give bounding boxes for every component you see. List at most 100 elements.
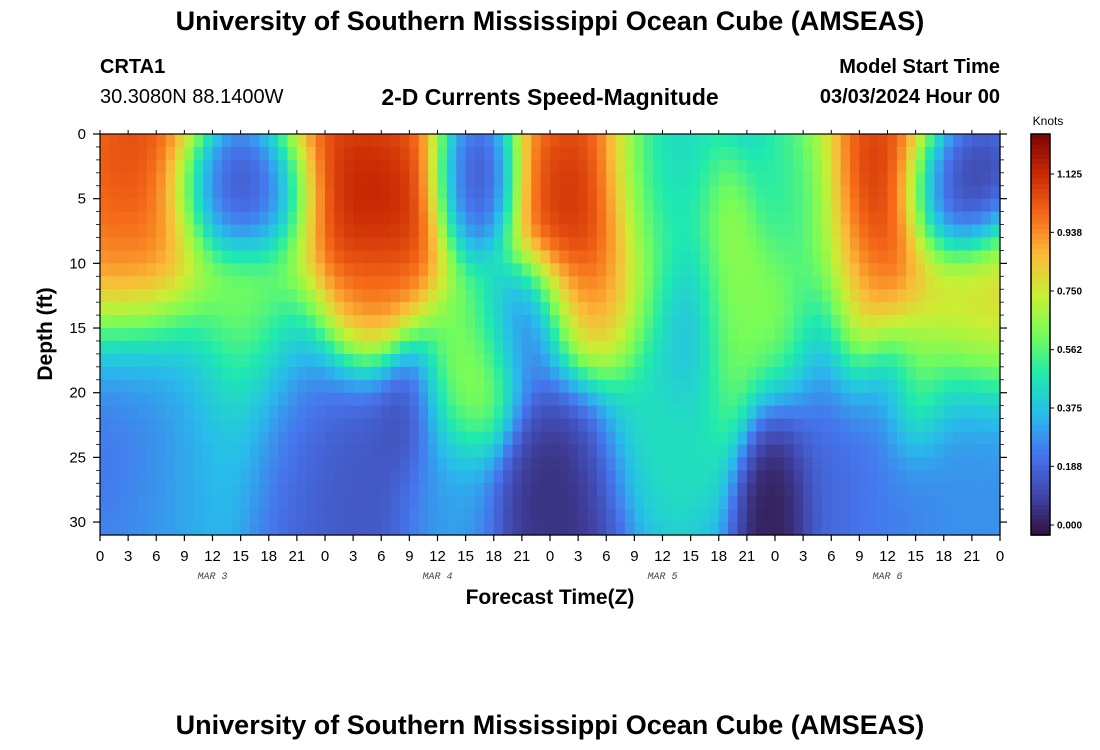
heatmap-cell <box>718 353 729 368</box>
heatmap-cell <box>962 328 973 342</box>
heatmap-cell <box>512 185 523 200</box>
heatmap-cell <box>718 328 729 342</box>
heatmap-cell <box>428 444 439 458</box>
heatmap-cell <box>137 392 148 407</box>
heatmap-cell <box>578 134 589 148</box>
heatmap-cell <box>981 509 992 523</box>
heatmap-cell <box>184 198 195 213</box>
heatmap-cell <box>531 263 542 277</box>
heatmap-cell <box>812 263 823 277</box>
heatmap-cell <box>118 185 129 200</box>
heatmap-cell <box>868 509 879 523</box>
heatmap-cell <box>971 340 982 355</box>
heatmap-cell <box>962 276 973 290</box>
heatmap-cell <box>334 522 345 536</box>
heatmap-cell <box>803 340 814 355</box>
heatmap-cell <box>550 185 560 200</box>
heatmap-cell <box>934 250 945 264</box>
heatmap-cell <box>953 198 964 213</box>
heatmap-cell <box>578 289 589 303</box>
heatmap-cell <box>306 340 317 355</box>
heatmap-cell <box>671 509 682 523</box>
x-tick-label: 18 <box>485 548 502 565</box>
heatmap-cell <box>634 470 645 484</box>
heatmap-cell <box>737 172 748 187</box>
x-tick-label: 15 <box>232 548 249 565</box>
heatmap-cell <box>165 159 176 174</box>
heatmap-cell <box>484 224 495 239</box>
heatmap-cell <box>437 379 448 394</box>
heatmap-cell <box>315 185 326 200</box>
heatmap-cell <box>259 250 270 264</box>
heatmap-cell <box>793 146 804 161</box>
heatmap-cell <box>381 392 392 407</box>
heatmap-cell <box>596 418 607 433</box>
heatmap-cell <box>700 172 710 187</box>
heatmap-cell <box>934 315 945 329</box>
heatmap-cell <box>746 444 757 458</box>
heatmap-cell <box>325 263 335 277</box>
heatmap-cell <box>746 353 757 368</box>
heatmap-cell <box>690 431 701 446</box>
heatmap-cell <box>400 146 410 161</box>
heatmap-cell <box>418 134 429 148</box>
heatmap-cell <box>268 172 279 187</box>
heatmap-cell <box>109 470 120 484</box>
heatmap-cell <box>896 379 907 394</box>
heatmap-cell <box>428 276 439 290</box>
heatmap-cell <box>953 457 964 471</box>
heatmap-cell <box>971 418 982 433</box>
heatmap-cell <box>109 211 120 226</box>
heatmap-cell <box>990 328 1001 342</box>
heatmap-cell <box>784 392 795 407</box>
heatmap-cell <box>831 470 842 484</box>
heatmap-cell <box>756 457 767 471</box>
heatmap-cell <box>568 431 579 446</box>
heatmap-cell <box>709 457 720 471</box>
heatmap-cell <box>765 315 776 329</box>
heatmap-cell <box>531 340 542 355</box>
heatmap-cell <box>118 276 129 290</box>
heatmap-cell <box>409 392 420 407</box>
heatmap-cell <box>775 146 785 161</box>
heatmap-cell <box>531 250 542 264</box>
heatmap-cell <box>915 276 926 290</box>
heatmap-cell <box>456 198 467 213</box>
heatmap-cell <box>287 444 298 458</box>
heatmap-cell <box>296 250 307 264</box>
heatmap-cell <box>409 185 420 200</box>
heatmap-cell <box>859 159 870 174</box>
heatmap-cell <box>550 509 560 523</box>
heatmap-cell <box>803 134 814 148</box>
heatmap-cell <box>615 509 626 523</box>
heatmap-cell <box>240 224 251 239</box>
heatmap-cell <box>662 457 673 471</box>
heatmap-cell <box>137 198 148 213</box>
heatmap-cell <box>465 509 476 523</box>
heatmap-cell <box>315 250 326 264</box>
heatmap-cell <box>943 211 954 226</box>
heatmap-cell <box>681 289 692 303</box>
heatmap-cell <box>840 483 851 497</box>
heatmap-cell <box>437 353 448 368</box>
heatmap-cell <box>465 237 476 252</box>
heatmap-cell <box>362 379 373 394</box>
heatmap-cell <box>203 224 214 239</box>
heatmap-cell <box>765 276 776 290</box>
heatmap-cell <box>681 172 692 187</box>
heatmap-cell <box>296 289 307 303</box>
heatmap-cell <box>596 185 607 200</box>
heatmap-cell <box>203 185 214 200</box>
heatmap-cell <box>268 431 279 446</box>
heatmap-cell <box>756 431 767 446</box>
heatmap-cell <box>521 418 532 433</box>
heatmap-cell <box>803 302 814 316</box>
heatmap-cell <box>400 431 410 446</box>
heatmap-cell <box>446 198 457 213</box>
heatmap-cell <box>184 431 195 446</box>
heatmap-cell <box>306 483 317 497</box>
heatmap-cell <box>475 198 485 213</box>
heatmap-cell <box>287 431 298 446</box>
heatmap-cell <box>559 457 570 471</box>
